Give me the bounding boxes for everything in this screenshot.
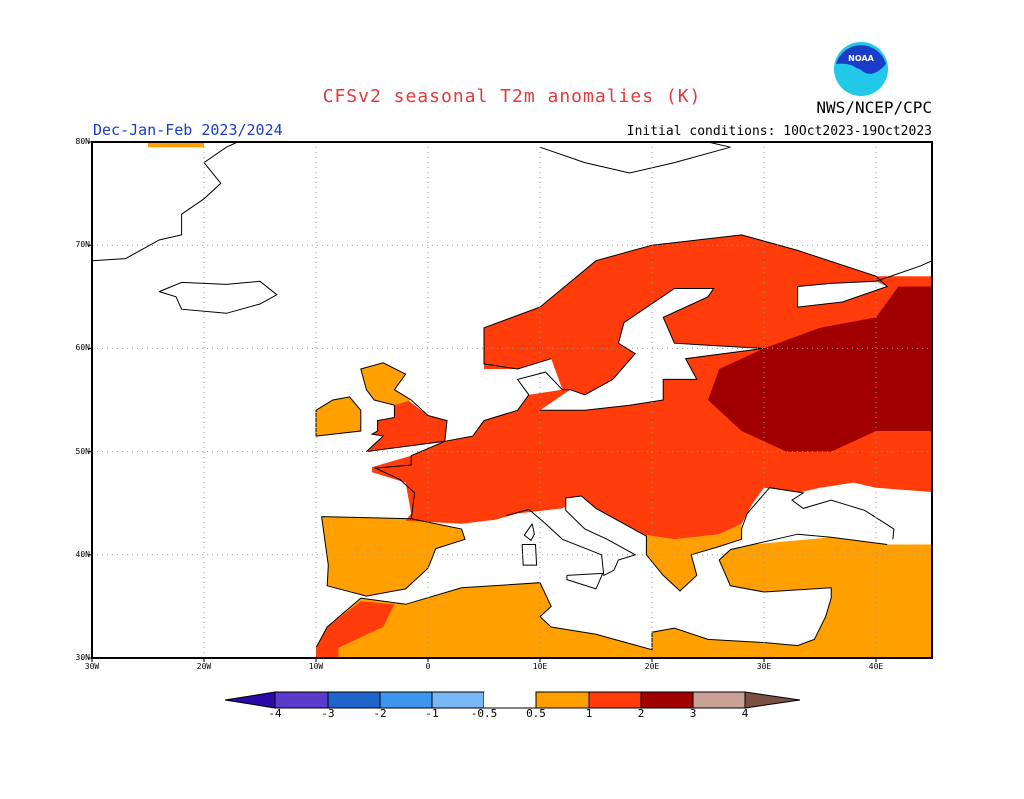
coastline-north-africa [315,533,888,651]
colorbar-segment [588,691,642,709]
lon-tick-label: 40E [868,662,884,671]
coastline-balkans [581,487,895,592]
colorbar-arrow-low [224,691,276,709]
coastline-sardinia [521,544,538,566]
colorbar-label: 3 [689,707,697,720]
colorbar-label: -4 [268,707,282,720]
coastline-iberia [321,516,466,597]
anomaly-area-iberia [321,516,465,597]
lon-tick-label: 0 [425,662,431,671]
sea-baltic [540,288,764,411]
colorbar-label: 2 [637,707,645,720]
colorbar-label: -3 [321,707,335,720]
map-frame [91,141,933,659]
coastline-ireland [315,396,362,437]
anomaly-area-svalbard [148,142,204,148]
colorbar-label: -2 [373,707,387,720]
colorbar-label: 0.5 [526,707,546,720]
colorbar-segment [484,692,536,708]
chart-title: CFSv2 seasonal T2m anomalies (K) [322,86,702,107]
sea-black [741,487,894,545]
coastline-france [373,435,473,519]
anomaly-area-scotland [360,362,412,406]
coastline-great-britain [360,362,448,453]
lat-tick-label: 40N [75,549,90,559]
colorbar-label: -1 [425,707,439,720]
coastline-iceland [159,280,278,314]
colorbar-label: 4 [741,707,749,720]
anomaly-area-morocco-strong [316,601,395,658]
noaa-logo: NOAA [834,42,888,96]
lon-tick-label: 30W [84,662,100,671]
coastline-north-sea [472,288,765,437]
colorbar-segment [431,691,485,709]
colorbar-label: -0.5 [470,707,498,720]
coastline-corsica [523,523,535,542]
agency-label: NWS/NCEP/CPC [816,98,932,117]
season-label: Dec-Jan-Feb 2023/2024 [93,121,283,139]
colorbar-segment [327,691,381,709]
sea-adriatic [565,496,647,555]
colorbar-segment [379,691,433,709]
lat-tick-label: 80N [75,137,90,146]
lat-tick-label: 50N [75,446,90,456]
colorbar-segment [692,691,746,709]
colorbar-arrow-high [744,691,801,709]
lat-tick-label: 70N [75,240,90,250]
coastline-italy [506,495,637,577]
lon-tick-label: 30E [756,662,772,671]
colorbar-segment [535,691,590,709]
colorbar-segment [640,691,694,709]
anomaly-area-southern-balkans [640,523,742,591]
sea-white-sea [797,281,888,308]
coastline-norway [483,234,932,370]
lat-tick-label: 60N [75,343,90,353]
initial-conditions-label: Initial conditions: 10Oct2023-19Oct2023 [626,124,932,139]
svg-text:NOAA: NOAA [848,54,874,63]
anomaly-area-north-africa-turkey [316,534,932,658]
lon-tick-label: 10W [308,662,324,671]
lon-tick-label: 20E [644,662,660,671]
colorbar-segment [274,691,329,709]
coastline-sicily [566,572,604,590]
anomaly-area-ireland [316,396,361,437]
lat-tick-label: 30N [75,653,90,662]
colorbar-label: 1 [585,707,593,720]
lon-tick-label: 20W [196,662,212,671]
lon-tick-label: 10E [532,662,548,671]
coastline-greenland [92,142,238,262]
